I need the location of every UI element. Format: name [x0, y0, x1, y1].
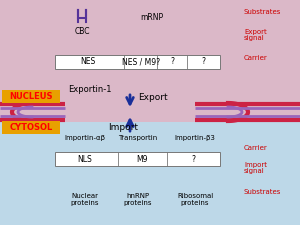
Text: mRNP: mRNP [140, 14, 164, 22]
Text: Substrates: Substrates [244, 189, 281, 195]
Text: Import: Import [108, 124, 138, 133]
Bar [2, 90, 60, 103]
Bar [2, 121, 60, 134]
Text: ?: ? [192, 155, 196, 164]
Text: NES / M9?: NES / M9? [122, 58, 160, 67]
Text: NLS: NLS [77, 155, 92, 164]
Text: Export: Export [138, 94, 168, 103]
Text: Nuclear
proteins: Nuclear proteins [71, 194, 99, 207]
Text: NUCLEUS: NUCLEUS [9, 92, 53, 101]
Text: Export
signal: Export signal [244, 29, 267, 41]
Text: Carrier: Carrier [244, 145, 268, 151]
Text: Carrier: Carrier [244, 55, 268, 61]
Text: Import
signal: Import signal [244, 162, 267, 174]
Text: hnRNP
proteins: hnRNP proteins [124, 194, 152, 207]
Text: Exportin-1: Exportin-1 [68, 86, 112, 94]
Bar [55, 152, 220, 166]
Text: Transportin: Transportin [118, 135, 158, 141]
Bar [0, 0, 300, 122]
Text: ?: ? [170, 58, 174, 67]
Text: ?: ? [202, 58, 206, 67]
Text: Ribosomal
proteins: Ribosomal proteins [177, 194, 213, 207]
Text: M9: M9 [137, 155, 148, 164]
Bar [55, 55, 220, 69]
Text: CBC: CBC [74, 27, 90, 36]
Text: Importin-β3: Importin-β3 [175, 135, 215, 141]
Text: NES: NES [80, 58, 96, 67]
Text: Substrates: Substrates [244, 9, 281, 15]
Text: CYTOSOL: CYTOSOL [9, 123, 52, 132]
Text: Importin-αβ: Importin-αβ [64, 135, 106, 141]
Bar [0, 122, 300, 225]
